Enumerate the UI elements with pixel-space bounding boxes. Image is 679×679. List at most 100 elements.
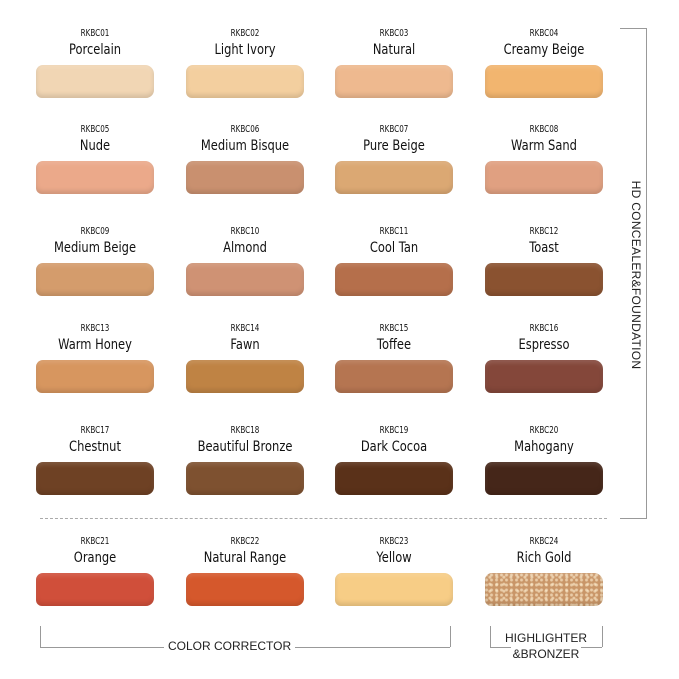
shade-code: RKBC20 xyxy=(529,425,559,436)
color-swatch xyxy=(186,263,304,296)
color-swatch xyxy=(335,65,453,98)
foundation-label-text: HD CONCEALER&FOUNDATION xyxy=(629,176,643,374)
shade-name: Yellow xyxy=(376,550,412,566)
shade-code: RKBC07 xyxy=(379,124,409,135)
shade-code: RKBC19 xyxy=(379,425,409,436)
swatch-item: RKBC17 Chestnut xyxy=(20,424,170,495)
shade-code: RKBC21 xyxy=(80,536,110,547)
color-swatch xyxy=(186,65,304,98)
color-swatch xyxy=(186,161,304,194)
swatch-item: RKBC19 Dark Cocoa xyxy=(319,424,469,495)
shade-code: RKBC01 xyxy=(80,28,110,39)
color-swatch xyxy=(485,263,603,296)
shade-code: RKBC12 xyxy=(529,226,559,237)
color-swatch xyxy=(36,161,154,194)
shade-name: Light Ivory xyxy=(214,42,276,58)
swatch-item: RKBC14 Fawn xyxy=(170,322,320,393)
swatch-item: RKBC01 Porcelain xyxy=(20,27,170,98)
swatch-item: RKBC10 Almond xyxy=(170,225,320,296)
bracket-line xyxy=(620,518,647,519)
section-divider xyxy=(40,518,607,519)
shade-name: Fawn xyxy=(230,337,260,353)
color-swatch xyxy=(186,462,304,495)
swatch-item: RKBC02 Light Ivory xyxy=(170,27,320,98)
shade-code: RKBC17 xyxy=(80,425,110,436)
shade-code: RKBC22 xyxy=(230,536,260,547)
bracket-line xyxy=(620,28,646,29)
swatch-item: RKBC20 Mahogany xyxy=(469,424,619,495)
shade-name: Warm Sand xyxy=(511,138,577,154)
shade-code: RKBC16 xyxy=(529,323,559,334)
shade-name: Dark Cocoa xyxy=(360,439,428,455)
shade-name: Toast xyxy=(529,240,559,256)
highlighter-label-line1: HIGHLIGHTER xyxy=(494,630,598,646)
shade-code: RKBC03 xyxy=(379,28,409,39)
shade-name: Almond xyxy=(223,240,267,256)
shade-name: Nude xyxy=(79,138,111,154)
swatch-item: RKBC15 Toffee xyxy=(319,322,469,393)
swatch-item: RKBC13 Warm Honey xyxy=(20,322,170,393)
color-swatch xyxy=(485,462,603,495)
swatch-item: RKBC04 Creamy Beige xyxy=(469,27,619,98)
shade-code: RKBC08 xyxy=(529,124,559,135)
shade-name: Rich Gold xyxy=(516,550,572,566)
color-swatch xyxy=(36,360,154,393)
swatch-item: RKBC22 Natural Range xyxy=(170,535,320,606)
shade-code: RKBC14 xyxy=(230,323,260,334)
shade-name: Pure Beige xyxy=(363,138,425,154)
bracket-line xyxy=(602,626,603,647)
color-swatch xyxy=(485,65,603,98)
shade-name: Espresso xyxy=(518,337,570,353)
bracket-line xyxy=(646,28,647,518)
color-swatch xyxy=(36,573,154,606)
swatch-item: RKBC21 Orange xyxy=(20,535,170,606)
shade-code: RKBC18 xyxy=(230,425,260,436)
shade-name: Warm Honey xyxy=(58,337,132,353)
shade-code: RKBC09 xyxy=(80,226,110,237)
shade-code: RKBC04 xyxy=(529,28,559,39)
swatch-item: RKBC11 Cool Tan xyxy=(319,225,469,296)
swatch-item: RKBC05 Nude xyxy=(20,123,170,194)
shade-name: Creamy Beige xyxy=(503,42,585,58)
shade-name: Natural xyxy=(372,42,416,58)
color-swatch xyxy=(36,462,154,495)
bracket-line xyxy=(40,626,41,647)
swatch-item: RKBC23 Yellow xyxy=(319,535,469,606)
color-swatch xyxy=(335,263,453,296)
shade-name: Medium Beige xyxy=(53,240,137,256)
shade-name: Orange xyxy=(73,550,117,566)
shade-name: Cool Tan xyxy=(369,240,419,256)
color-swatch xyxy=(485,161,603,194)
color-swatch xyxy=(335,462,453,495)
shade-name: Porcelain xyxy=(68,42,122,58)
color-swatch xyxy=(485,360,603,393)
bracket-line xyxy=(450,626,451,647)
shade-name: Mahogany xyxy=(514,439,574,455)
color-swatch xyxy=(36,65,154,98)
color-swatch xyxy=(36,263,154,296)
swatch-item: RKBC07 Pure Beige xyxy=(319,123,469,194)
swatch-item: RKBC24 Rich Gold xyxy=(469,535,619,606)
corrector-group-label: COLOR CORRECTOR xyxy=(164,639,296,653)
shade-name: Beautiful Bronze xyxy=(197,439,293,455)
highlighter-label-line2: &BRONZER xyxy=(511,646,581,662)
swatch-item: RKBC16 Espresso xyxy=(469,322,619,393)
shade-name: Toffee xyxy=(376,337,412,353)
swatch-item: RKBC12 Toast xyxy=(469,225,619,296)
shade-code: RKBC10 xyxy=(230,226,260,237)
color-swatch xyxy=(335,360,453,393)
swatch-item: RKBC18 Beautiful Bronze xyxy=(170,424,320,495)
shade-name: Chestnut xyxy=(69,439,121,455)
color-swatch xyxy=(186,360,304,393)
swatch-item: RKBC08 Warm Sand xyxy=(469,123,619,194)
shade-code: RKBC05 xyxy=(80,124,110,135)
color-swatch xyxy=(335,161,453,194)
bracket-line xyxy=(490,626,491,647)
swatch-item: RKBC06 Medium Bisque xyxy=(170,123,320,194)
shade-code: RKBC11 xyxy=(379,226,409,237)
shade-name: Natural Range xyxy=(203,550,287,566)
shade-name: Medium Bisque xyxy=(200,138,290,154)
shade-code: RKBC23 xyxy=(379,536,409,547)
color-swatch xyxy=(335,573,453,606)
shade-code: RKBC02 xyxy=(230,28,260,39)
